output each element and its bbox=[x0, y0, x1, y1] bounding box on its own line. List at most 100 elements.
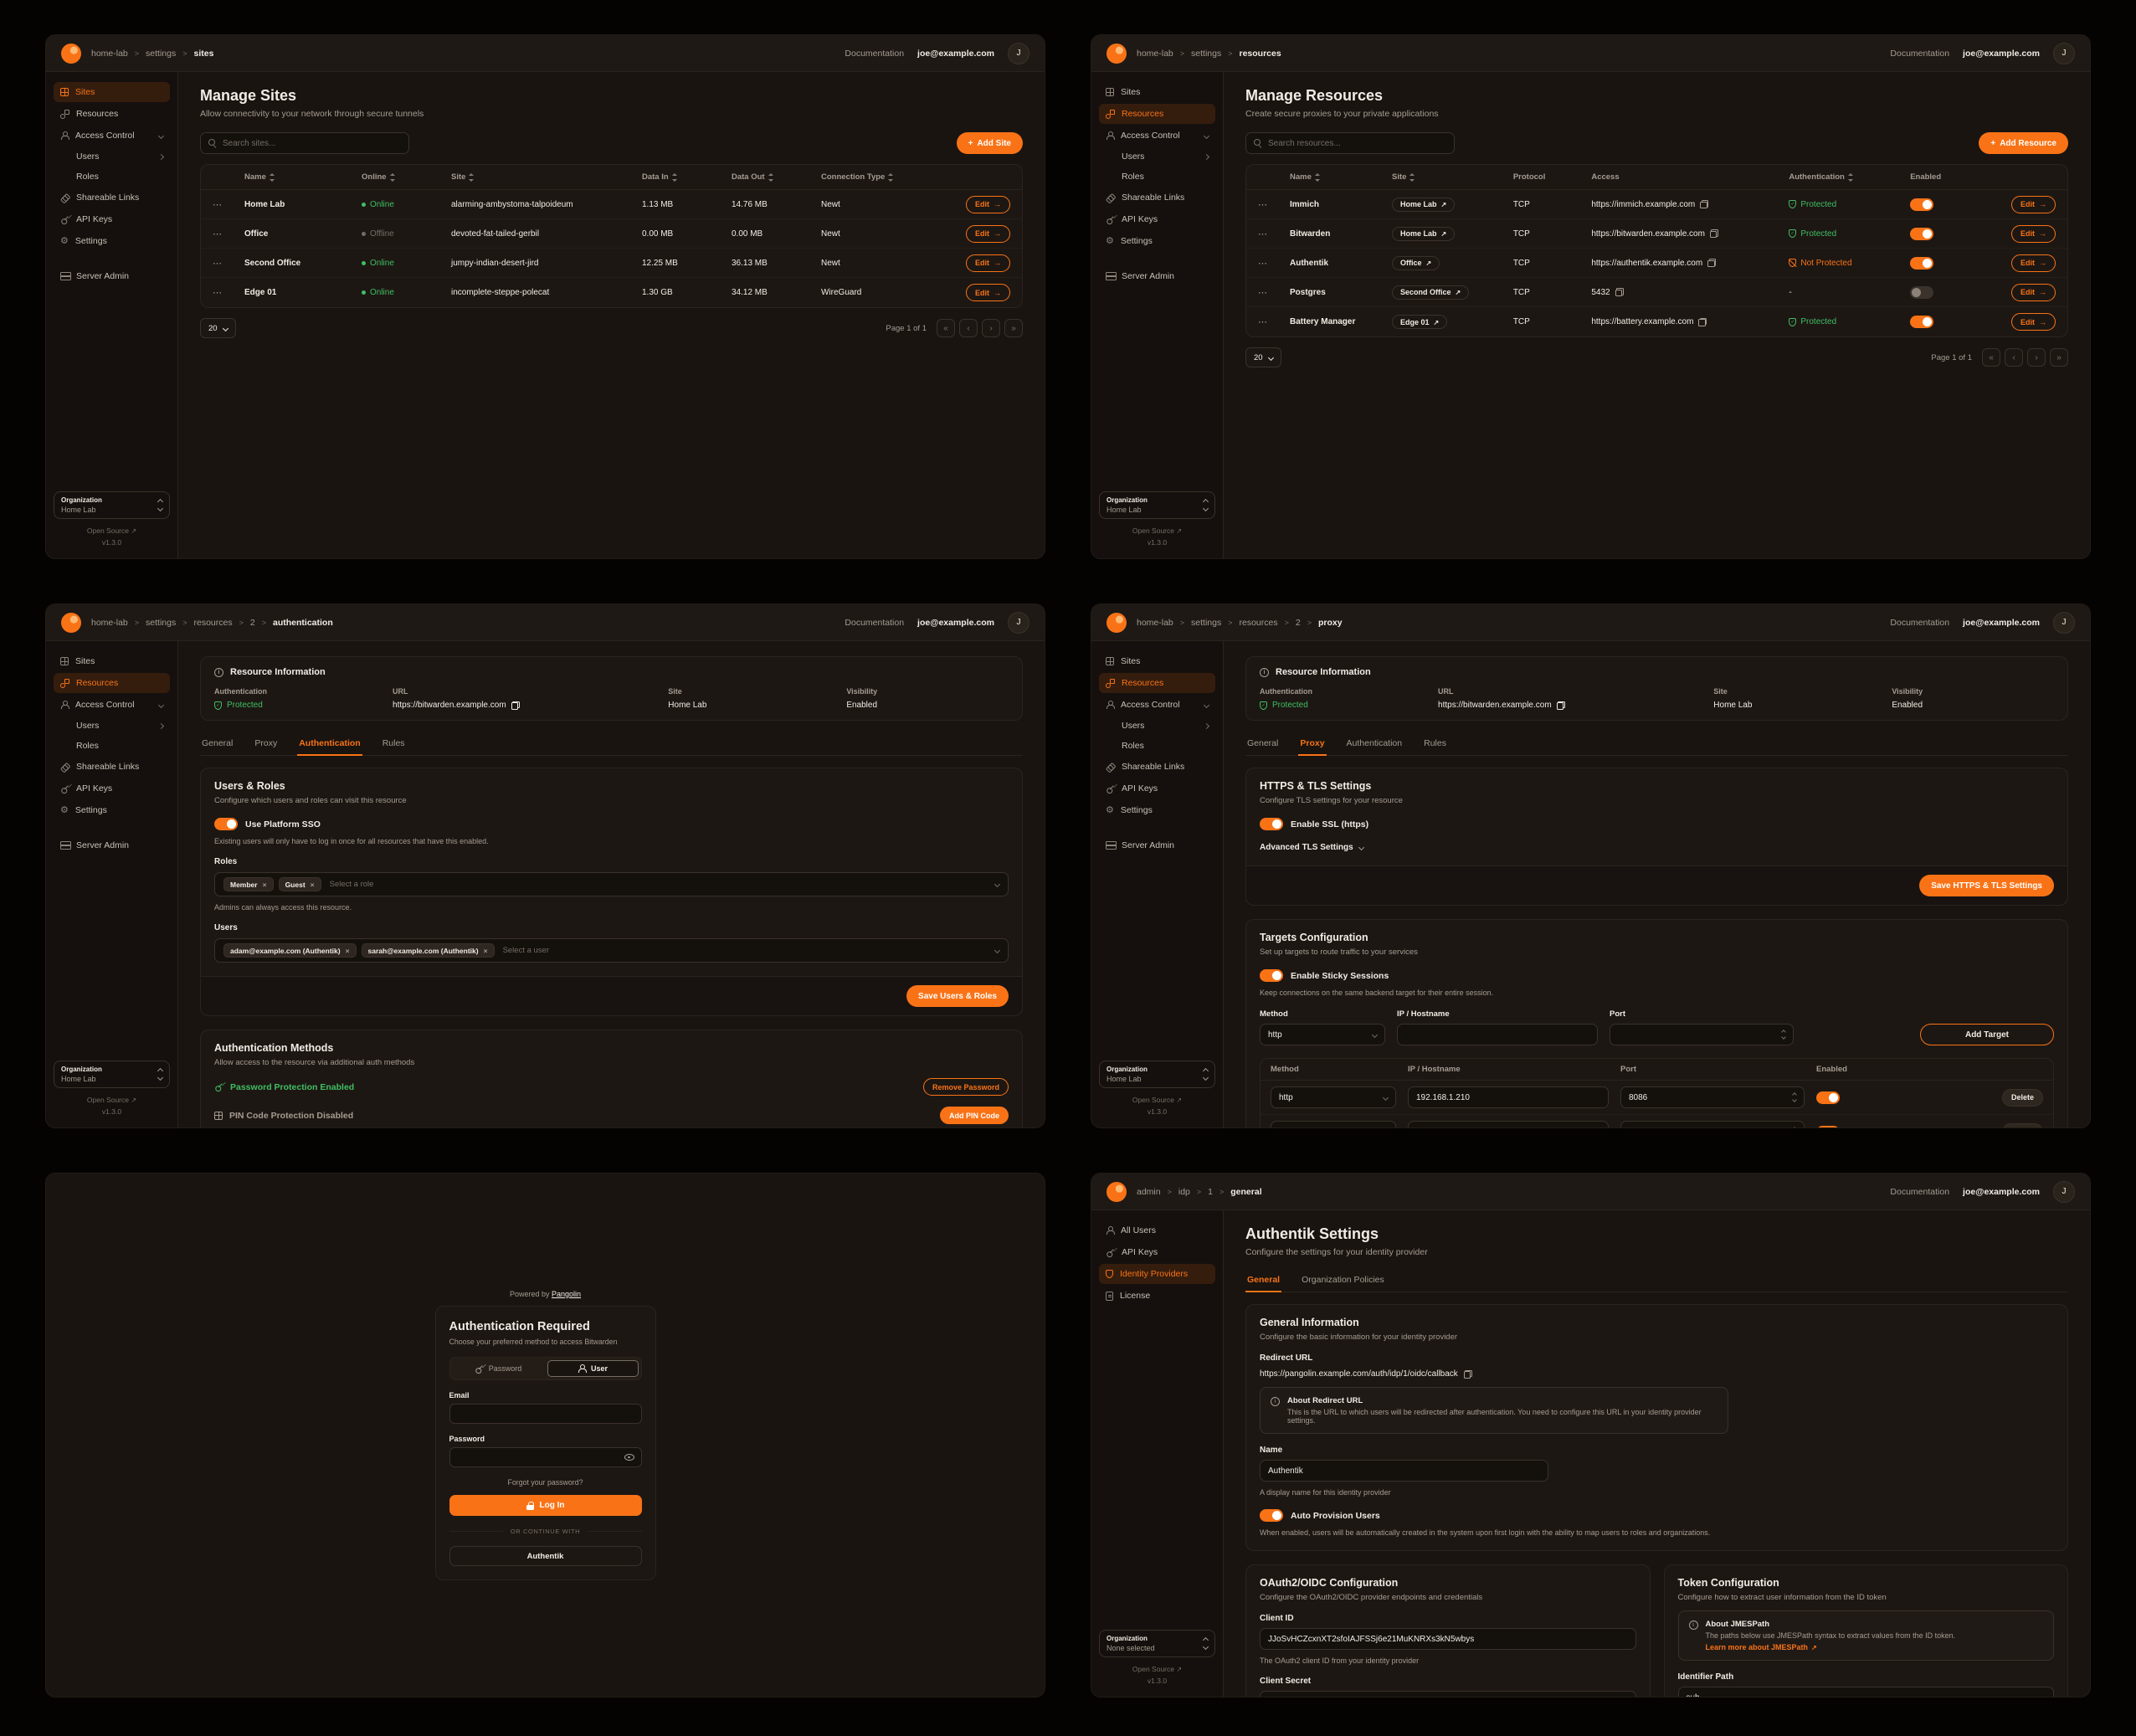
password-field[interactable] bbox=[449, 1447, 642, 1467]
client-secret-input[interactable] bbox=[1260, 1691, 1636, 1697]
user-email[interactable]: joe@example.com bbox=[1963, 48, 2040, 59]
sidebar-item-settings[interactable]: Settings bbox=[54, 231, 170, 251]
open-source-link[interactable]: Open Source bbox=[54, 1096, 170, 1104]
delete-target-button[interactable]: Delete bbox=[2001, 1122, 2043, 1127]
platform-sso-toggle[interactable] bbox=[214, 818, 238, 830]
sidebar-item-api-keys[interactable]: API Keys bbox=[1099, 209, 1215, 229]
remove-password-button[interactable]: Remove Password bbox=[922, 1078, 1009, 1096]
pangolin-link[interactable]: Pangolin bbox=[552, 1290, 582, 1298]
table-row[interactable]: Office Offline devoted-fat-tailed-gerbil… bbox=[201, 219, 1022, 249]
tab-organization-policies[interactable]: Organization Policies bbox=[1302, 1275, 1384, 1285]
number-stepper[interactable] bbox=[1792, 1092, 1797, 1102]
tab-proxy[interactable]: Proxy bbox=[1298, 733, 1327, 756]
number-stepper[interactable] bbox=[1781, 1030, 1786, 1040]
rows-per-page-select[interactable]: 20 bbox=[200, 318, 236, 338]
sidebar-item-sites[interactable]: Sites bbox=[1099, 82, 1215, 102]
documentation-link[interactable]: Documentation bbox=[1890, 617, 1950, 628]
table-row[interactable]: Postgres Second Office TCP 5432 - Edit bbox=[1246, 278, 2067, 307]
column-site[interactable]: Site bbox=[1392, 172, 1507, 182]
breadcrumb-item[interactable]: sites bbox=[193, 48, 214, 59]
edit-button[interactable]: Edit bbox=[2011, 224, 2056, 243]
row-menu-icon[interactable] bbox=[1258, 316, 1283, 327]
user-email[interactable]: joe@example.com bbox=[1963, 1186, 2040, 1197]
edit-button[interactable]: Edit bbox=[965, 224, 1010, 243]
ip-field[interactable] bbox=[1416, 1092, 1600, 1102]
ip-field[interactable] bbox=[1405, 1030, 1589, 1040]
roles-multiselect[interactable]: Member Guest Select a role bbox=[214, 872, 1009, 896]
organization-selector[interactable]: Organization None selected bbox=[1099, 1630, 1215, 1657]
login-button[interactable]: Log In bbox=[449, 1495, 642, 1516]
enabled-toggle[interactable] bbox=[1910, 316, 1934, 328]
sidebar-item-users[interactable]: Users bbox=[1115, 716, 1215, 735]
avatar[interactable]: J bbox=[2053, 1180, 2075, 1203]
edit-button[interactable]: Edit bbox=[2011, 254, 2056, 272]
eye-icon[interactable] bbox=[624, 1454, 634, 1461]
forgot-password-link[interactable]: Forgot your password? bbox=[507, 1478, 583, 1487]
breadcrumb-item[interactable]: resources bbox=[1239, 48, 1281, 59]
open-source-link[interactable]: Open Source bbox=[1099, 1096, 1215, 1104]
copy-icon[interactable] bbox=[1700, 200, 1709, 208]
sidebar-item-sites[interactable]: Sites bbox=[54, 651, 170, 671]
method-select[interactable]: http bbox=[1271, 1121, 1396, 1127]
email-field[interactable] bbox=[449, 1404, 642, 1424]
sidebar-item-resources[interactable]: Resources bbox=[1099, 673, 1215, 693]
save-tls-button[interactable]: Save HTTPS & TLS Settings bbox=[1919, 875, 2054, 896]
tab-rules[interactable]: Rules bbox=[1424, 738, 1446, 748]
column-online[interactable]: Online bbox=[362, 172, 444, 182]
avatar[interactable]: J bbox=[1008, 42, 1029, 64]
table-row[interactable]: Bitwarden Home Lab TCP https://bitwarden… bbox=[1246, 219, 2067, 249]
table-row[interactable]: Home Lab Online alarming-ambystoma-talpo… bbox=[201, 190, 1022, 219]
avatar[interactable]: J bbox=[2053, 611, 2075, 634]
port-field[interactable] bbox=[1629, 1092, 1788, 1102]
access-link[interactable]: https://immich.example.com bbox=[1591, 200, 1782, 209]
breadcrumb-item[interactable]: settings bbox=[146, 48, 177, 59]
sidebar-item-resources[interactable]: Resources bbox=[54, 673, 170, 693]
identifier-path-field[interactable] bbox=[1686, 1692, 2046, 1697]
copy-icon[interactable] bbox=[1556, 701, 1565, 710]
method-select[interactable]: http bbox=[1260, 1024, 1385, 1045]
tab-rules[interactable]: Rules bbox=[382, 738, 405, 748]
tab-password[interactable]: Password bbox=[453, 1360, 544, 1377]
ip-input[interactable] bbox=[1408, 1086, 1609, 1108]
email-input[interactable] bbox=[456, 1409, 634, 1419]
site-link[interactable]: Office bbox=[1392, 255, 1440, 270]
sidebar-item-settings[interactable]: Settings bbox=[1099, 231, 1215, 251]
sidebar-item-api-keys[interactable]: API Keys bbox=[1099, 778, 1215, 799]
edit-button[interactable]: Edit bbox=[965, 254, 1010, 272]
sidebar-item-access-control[interactable]: Access Control bbox=[1099, 126, 1215, 146]
target-enabled-toggle[interactable] bbox=[1816, 1125, 1840, 1127]
site-link[interactable]: Home Lab bbox=[1392, 226, 1456, 241]
sidebar-item-shareable-links[interactable]: Shareable Links bbox=[54, 757, 170, 777]
sidebar-item-roles[interactable]: Roles bbox=[1115, 167, 1215, 186]
pangolin-logo-icon[interactable] bbox=[61, 43, 81, 64]
breadcrumb-item[interactable]: proxy bbox=[1317, 617, 1343, 628]
sidebar-item-settings[interactable]: Settings bbox=[54, 800, 170, 820]
copy-icon[interactable] bbox=[1707, 259, 1717, 267]
sidebar-item-all-users[interactable]: All Users bbox=[1099, 1220, 1215, 1240]
breadcrumb-item[interactable]: resources bbox=[193, 617, 233, 628]
edit-button[interactable]: Edit bbox=[965, 195, 1010, 213]
breadcrumb-item[interactable]: home-lab bbox=[91, 617, 128, 628]
table-row[interactable]: Edge 01 Online incomplete-steppe-polecat… bbox=[201, 278, 1022, 307]
avatar[interactable]: J bbox=[2053, 42, 2075, 64]
save-users-roles-button[interactable]: Save Users & Roles bbox=[906, 985, 1009, 1007]
search-input[interactable] bbox=[200, 132, 409, 154]
edit-button[interactable]: Edit bbox=[965, 284, 1010, 301]
tab-general[interactable]: General bbox=[1247, 738, 1279, 748]
client-id-input[interactable] bbox=[1260, 1628, 1636, 1650]
enabled-toggle[interactable] bbox=[1910, 198, 1934, 211]
port-input[interactable] bbox=[1620, 1121, 1805, 1127]
column-name[interactable]: Name bbox=[244, 172, 355, 182]
sidebar-item-shareable-links[interactable]: Shareable Links bbox=[1099, 757, 1215, 777]
column-data-in[interactable]: Data In bbox=[642, 172, 725, 182]
column-site[interactable]: Site bbox=[451, 172, 635, 182]
sidebar-item-sites[interactable]: Sites bbox=[54, 82, 170, 102]
access-link[interactable]: https://battery.example.com bbox=[1591, 317, 1782, 326]
documentation-link[interactable]: Documentation bbox=[1890, 48, 1950, 59]
tab-authentication[interactable]: Authentication bbox=[297, 733, 362, 756]
row-menu-icon[interactable] bbox=[1258, 229, 1283, 239]
breadcrumb-item[interactable]: admin bbox=[1137, 1186, 1161, 1197]
enabled-toggle[interactable] bbox=[1910, 227, 1934, 240]
open-source-link[interactable]: Open Source bbox=[1099, 526, 1215, 535]
row-menu-icon[interactable] bbox=[1258, 199, 1283, 210]
